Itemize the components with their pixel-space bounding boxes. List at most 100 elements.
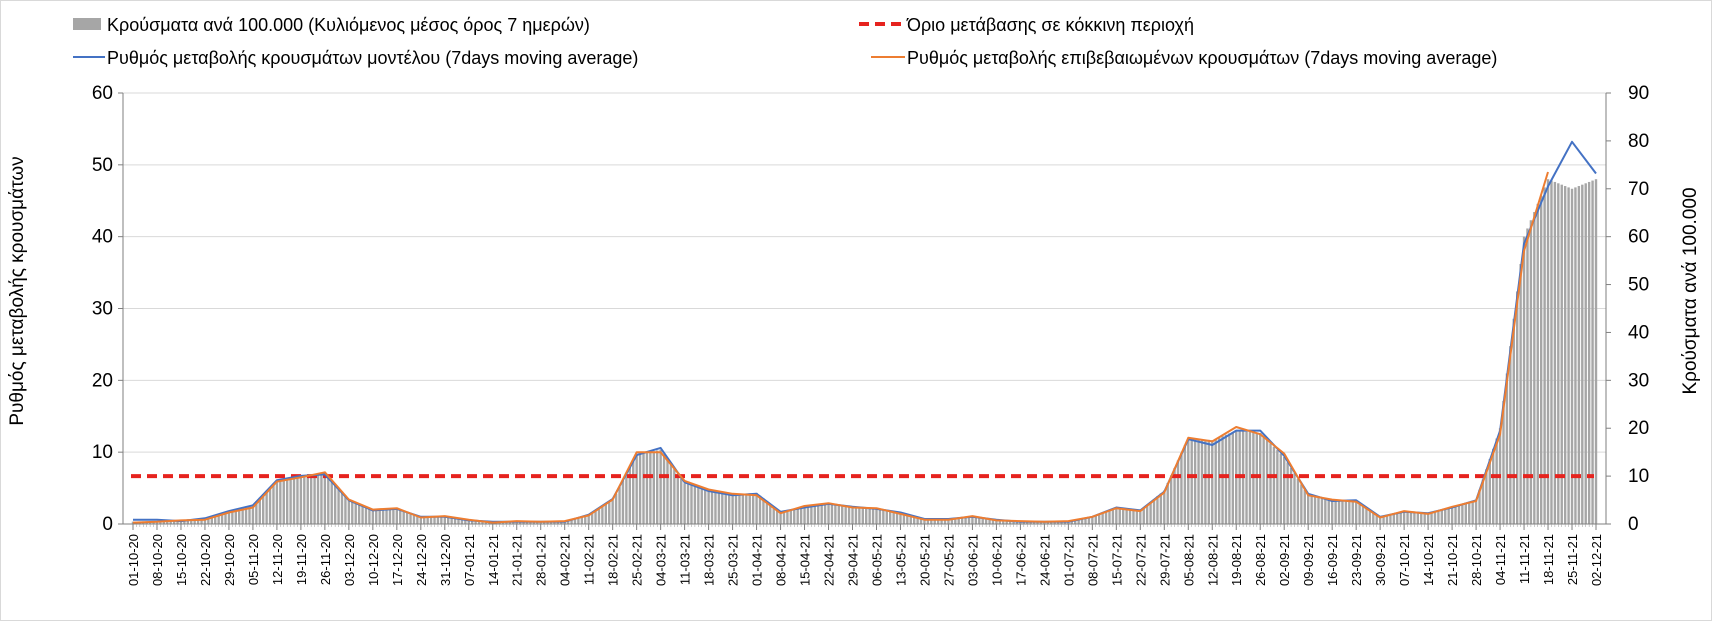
bar xyxy=(1567,187,1570,524)
bar xyxy=(769,503,772,524)
bar xyxy=(1193,438,1197,524)
bar xyxy=(464,519,467,524)
bar xyxy=(727,493,731,524)
bar xyxy=(1461,504,1464,524)
bar xyxy=(858,507,861,524)
bar xyxy=(686,484,690,524)
x-tick-label: 27-05-21 xyxy=(941,534,956,586)
bar xyxy=(200,518,203,524)
bar xyxy=(580,516,584,524)
bar xyxy=(1354,500,1358,524)
bar xyxy=(995,519,998,524)
bar xyxy=(923,519,926,524)
bar xyxy=(505,521,508,524)
bar xyxy=(765,501,769,524)
bar xyxy=(632,461,635,524)
bar xyxy=(532,521,536,524)
bar xyxy=(1574,187,1577,524)
bar xyxy=(1115,507,1118,524)
bar xyxy=(1080,518,1084,524)
bar xyxy=(751,493,755,524)
bar xyxy=(683,483,686,524)
bar xyxy=(652,451,655,524)
bar xyxy=(303,475,306,524)
bar xyxy=(584,515,587,524)
bar xyxy=(549,521,553,524)
bar xyxy=(1468,502,1471,524)
bar xyxy=(1056,521,1060,524)
y-right-tick-label: 10 xyxy=(1628,466,1649,487)
bar xyxy=(477,520,481,524)
bar xyxy=(309,475,313,524)
bar xyxy=(772,506,775,524)
bar xyxy=(1183,445,1187,524)
bar xyxy=(440,516,443,524)
x-tick-label: 08-10-20 xyxy=(150,534,165,586)
y-right-tick-label: 80 xyxy=(1628,131,1649,152)
bar xyxy=(1320,498,1324,524)
bar xyxy=(1156,496,1159,524)
bar xyxy=(1385,515,1389,524)
x-tick-label: 05-08-21 xyxy=(1181,534,1196,586)
bar xyxy=(1091,516,1094,524)
bar xyxy=(536,522,539,524)
bar xyxy=(1406,512,1409,524)
bar xyxy=(1173,467,1176,524)
bar xyxy=(1505,373,1509,524)
bar xyxy=(649,451,652,524)
y-left-axis-title: Ρυθμός μεταβολής κρουσμάτων xyxy=(7,156,28,425)
bar xyxy=(285,478,289,524)
x-tick-label: 01-04-21 xyxy=(750,534,765,586)
bar xyxy=(1060,521,1063,524)
bar xyxy=(1358,502,1361,524)
bar xyxy=(1101,512,1104,524)
bar xyxy=(529,521,532,524)
bar xyxy=(1032,521,1036,524)
bar xyxy=(837,505,840,524)
bar xyxy=(1094,515,1097,524)
bar xyxy=(1313,496,1317,524)
bar xyxy=(207,517,210,524)
bar xyxy=(834,504,837,524)
bar xyxy=(775,509,779,524)
bar xyxy=(988,518,991,524)
model-rate-line xyxy=(133,140,1597,523)
bar xyxy=(474,520,477,524)
bar xyxy=(1454,506,1457,524)
bar xyxy=(1444,508,1447,524)
bar xyxy=(1245,431,1248,524)
bar xyxy=(330,480,333,524)
bar xyxy=(1382,516,1385,524)
bar xyxy=(385,509,388,524)
bar xyxy=(1481,479,1485,524)
bar xyxy=(337,488,340,524)
bar xyxy=(1046,522,1049,524)
bar xyxy=(1416,512,1420,524)
bar xyxy=(628,467,631,524)
bar xyxy=(1399,512,1402,524)
bar xyxy=(984,518,988,524)
bar xyxy=(611,500,614,524)
bar xyxy=(183,519,186,524)
x-tick-label: 29-04-21 xyxy=(846,534,861,586)
bar xyxy=(957,518,960,524)
bar xyxy=(327,477,330,524)
x-tick-label: 16-09-21 xyxy=(1325,534,1340,586)
bar xyxy=(1440,509,1444,524)
bar xyxy=(1334,500,1337,524)
x-tick-label: 19-08-21 xyxy=(1229,534,1244,586)
bar xyxy=(1488,459,1491,524)
bar xyxy=(210,516,213,524)
bar xyxy=(810,506,813,524)
bar xyxy=(244,506,248,524)
bar xyxy=(196,518,200,524)
bar xyxy=(1450,507,1454,524)
bar xyxy=(1587,181,1591,524)
bar xyxy=(710,491,714,524)
bar xyxy=(320,474,323,524)
line-series xyxy=(132,140,1597,524)
bar xyxy=(1324,499,1327,524)
bar xyxy=(823,504,827,524)
bar xyxy=(604,504,608,524)
y-right-axis-title: Κρούσματα ανά 100.000 xyxy=(1680,187,1701,394)
